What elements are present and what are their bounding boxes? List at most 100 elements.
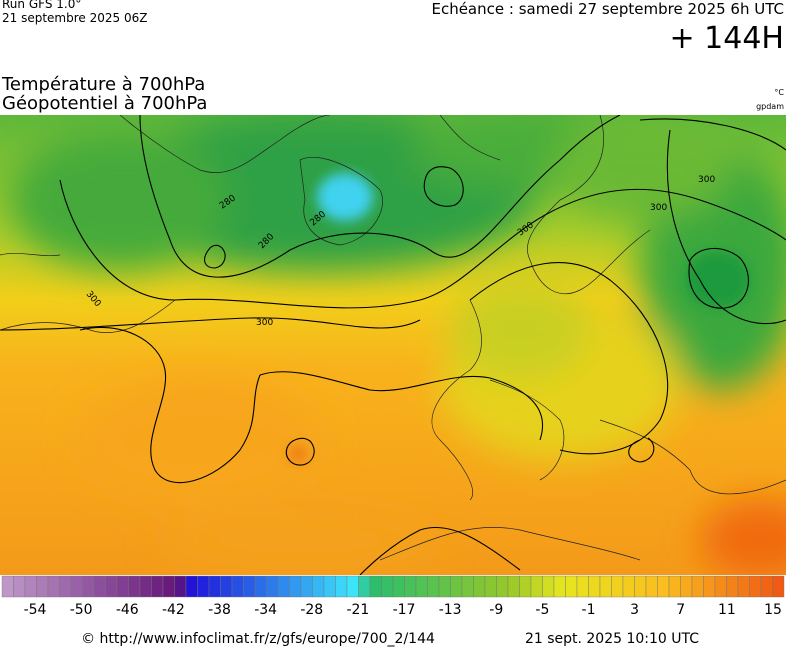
colorbar-label: -13 (439, 602, 462, 618)
colorbar-label: 7 (676, 602, 685, 618)
colorbar-swatch (369, 575, 382, 598)
colorbar-swatch (116, 575, 129, 598)
colorbar-swatch (128, 575, 141, 598)
colorbar-swatch (312, 575, 325, 598)
colorbar-swatch (300, 575, 313, 598)
colorbar-swatch (519, 575, 532, 598)
run-label: Run GFS 1.0° (2, 0, 81, 11)
colorbar-label: -42 (162, 602, 185, 618)
colorbar-swatch (174, 575, 187, 598)
source-url: © http://www.infoclimat.fr/z/gfs/europe/… (81, 631, 435, 647)
colorbar-swatch (277, 575, 290, 598)
colorbar-swatch (553, 575, 566, 598)
contour-label: 300 (650, 203, 667, 213)
colorbar-swatch (714, 575, 727, 598)
colorbar-swatch (220, 575, 233, 598)
colorbar-swatch (691, 575, 704, 598)
colorbar-swatch (530, 575, 543, 598)
colorbar-swatch (749, 575, 762, 598)
colorbar-swatch (415, 575, 428, 598)
colorbar-label: 15 (764, 602, 782, 618)
contour-label: 300 (698, 175, 715, 185)
colorbar-swatch (576, 575, 589, 598)
colorbar-swatch (93, 575, 106, 598)
colorbar-swatch (726, 575, 739, 598)
colorbar-swatch (680, 575, 693, 598)
colorbar-swatch (438, 575, 451, 598)
contour-label: 300 (256, 318, 273, 328)
colorbar-swatch (335, 575, 348, 598)
colorbar-swatch (162, 575, 175, 598)
colorbar-swatch (139, 575, 152, 598)
colorbar-swatch (197, 575, 210, 598)
colorbar-swatch (1, 575, 14, 598)
colorbar-swatch (427, 575, 440, 598)
colorbar-label: -54 (24, 602, 47, 618)
colorbar-swatch (36, 575, 49, 598)
colorbar-swatch (772, 575, 785, 598)
colorbar: -54 -50 -46 -42 -38 -34 -28 -21 -17 -13 -9 -5 -1 3 7 11… (1, 575, 785, 618)
colorbar-label: -9 (489, 602, 503, 618)
colorbar-swatch (208, 575, 221, 598)
colorbar-swatch (599, 575, 612, 598)
colorbar-swatch (703, 575, 716, 598)
colorbar-swatch (565, 575, 578, 598)
colorbar-label: -28 (300, 602, 323, 618)
colorbar-swatch (24, 575, 37, 598)
colorbar-swatch (645, 575, 658, 598)
colorbar-swatch (657, 575, 670, 598)
colorbar-label: -34 (254, 602, 277, 618)
colorbar-swatch (634, 575, 647, 598)
valid-time: Echéance : samedi 27 septembre 2025 6h U… (431, 0, 784, 18)
colorbar-swatch (70, 575, 83, 598)
colorbar-swatch (231, 575, 244, 598)
colorbar-swatch (243, 575, 256, 598)
colorbar-label: -38 (208, 602, 231, 618)
unit-geopotential: gpdam (756, 102, 784, 111)
colorbar-swatch (611, 575, 624, 598)
colorbar-swatch (484, 575, 497, 598)
colorbar-swatch (346, 575, 359, 598)
colorbar-swatch (105, 575, 118, 598)
colorbar-swatch (82, 575, 95, 598)
colorbar-swatch (185, 575, 198, 598)
run-date: 21 septembre 2025 06Z (2, 11, 147, 25)
colorbar-label: -50 (70, 602, 93, 618)
colorbar-label: -46 (116, 602, 139, 618)
colorbar-swatch (392, 575, 405, 598)
colorbar-swatch (542, 575, 555, 598)
colorbar-swatch (381, 575, 394, 598)
colorbar-swatch (496, 575, 509, 598)
colorbar-swatch (289, 575, 302, 598)
colorbar-swatch (323, 575, 336, 598)
colorbar-label: -17 (393, 602, 416, 618)
colorbar-swatch (254, 575, 267, 598)
coastlines (0, 115, 786, 561)
colorbar-label: -21 (346, 602, 369, 618)
colorbar-swatch (59, 575, 72, 598)
colorbar-swatch (507, 575, 520, 598)
colorbar-swatch (404, 575, 417, 598)
geopotential-contours (0, 115, 786, 575)
colorbar-label: 11 (718, 602, 736, 618)
colorbar-label: 3 (630, 602, 639, 618)
unit-temperature: °C (774, 88, 784, 97)
temperature-field: 280 280 280 300 300 300 300 300 (0, 115, 786, 575)
generated-time: 21 sept. 2025 10:10 UTC (525, 631, 699, 647)
colorbar-swatch (461, 575, 474, 598)
title-geopotential: Géopotentiel à 700hPa (2, 93, 207, 114)
colorbar-swatch (266, 575, 279, 598)
colorbar-label: -1 (582, 602, 596, 618)
colorbar-swatch (473, 575, 486, 598)
colorbar-swatch (737, 575, 750, 598)
colorbar-swatch (622, 575, 635, 598)
colorbar-swatch (668, 575, 681, 598)
colorbar-swatch (450, 575, 463, 598)
colorbar-swatch (358, 575, 371, 598)
colorbar-label: -5 (535, 602, 549, 618)
lead-time: + 144H (670, 21, 785, 56)
colorbar-swatch (151, 575, 164, 598)
colorbar-swatch (588, 575, 601, 598)
